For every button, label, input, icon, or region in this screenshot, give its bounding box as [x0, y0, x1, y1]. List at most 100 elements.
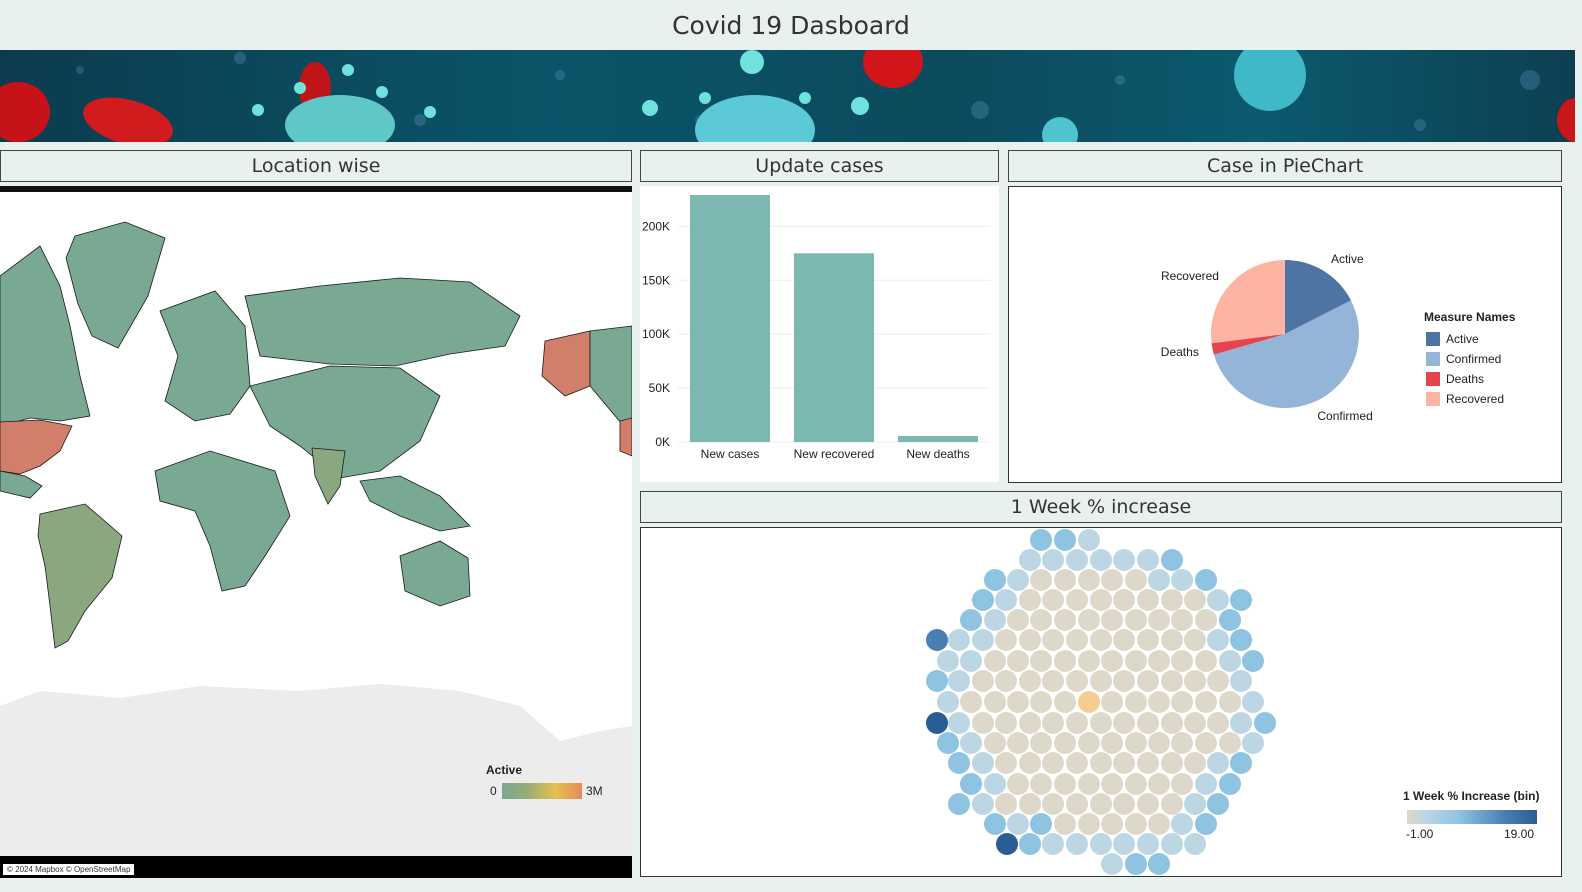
country-hex-tile[interactable]	[1219, 650, 1241, 672]
country-hex-tile[interactable]	[960, 650, 982, 672]
bar-chart[interactable]: 0K 50K 100K 150K 200K New cases New recovered N…	[640, 186, 999, 482]
country-hex-tile[interactable]	[1090, 589, 1112, 611]
country-hex-tile[interactable]	[926, 670, 948, 692]
country-hex-tile[interactable]	[1090, 629, 1112, 651]
country-hex-tile[interactable]	[1007, 732, 1029, 754]
country-hex-tile[interactable]	[1030, 691, 1052, 713]
country-hex-tile[interactable]	[1019, 629, 1041, 651]
country-hex-tile[interactable]	[1195, 691, 1217, 713]
country-hex-tile[interactable]	[1161, 833, 1183, 855]
country-hex-tile[interactable]	[1184, 629, 1206, 651]
country-hex-tile[interactable]	[1137, 589, 1159, 611]
country-hex-tile[interactable]	[1078, 691, 1100, 713]
country-hex-tile[interactable]	[937, 732, 959, 754]
country-hex-tile[interactable]	[1125, 650, 1147, 672]
country-hex-tile[interactable]	[1030, 529, 1052, 551]
country-hex-tile[interactable]	[1066, 629, 1088, 651]
pie-chart[interactable]: Active Confirmed Deaths Recovered	[1009, 187, 1561, 482]
country-hex-tile[interactable]	[972, 712, 994, 734]
country-hex-tile[interactable]	[1030, 773, 1052, 795]
country-hex-tile[interactable]	[995, 752, 1017, 774]
country-hex-tile[interactable]	[1054, 529, 1076, 551]
country-hex-tile[interactable]	[1137, 670, 1159, 692]
country-hex-tile[interactable]	[1207, 752, 1229, 774]
country-hex-tile[interactable]	[1054, 813, 1076, 835]
country-hex-tile[interactable]	[1113, 549, 1135, 571]
country-hex-tile[interactable]	[1042, 589, 1064, 611]
country-hex-tile[interactable]	[1207, 589, 1229, 611]
country-hex-tile[interactable]	[1066, 712, 1088, 734]
country-hex-tile[interactable]	[1019, 752, 1041, 774]
pie-legend-item-recovered[interactable]: Recovered	[1426, 389, 1504, 409]
country-hex-tile[interactable]	[1184, 793, 1206, 815]
country-hex-tile[interactable]	[1219, 773, 1241, 795]
pie-legend-item-deaths[interactable]: Deaths	[1426, 369, 1504, 389]
country-hex-tile[interactable]	[1195, 650, 1217, 672]
country-hex-tile[interactable]	[1078, 609, 1100, 631]
country-hex-tile[interactable]	[984, 691, 1006, 713]
country-hex-tile[interactable]	[1195, 609, 1217, 631]
country-hex-tile[interactable]	[1161, 752, 1183, 774]
country-hex-tile[interactable]	[1171, 650, 1193, 672]
country-hex-tile[interactable]	[1219, 691, 1241, 713]
country-hex-tile[interactable]	[1184, 833, 1206, 855]
country-hex-tile[interactable]	[1230, 712, 1252, 734]
country-hex-tile[interactable]	[1030, 732, 1052, 754]
world-map[interactable]: Active 0 3M © 2024 Mapbox © OpenStreetMa…	[0, 186, 632, 878]
country-hex-tile[interactable]	[1090, 793, 1112, 815]
map-region-australia[interactable]	[399, 540, 471, 607]
map-region-asia[interactable]	[249, 365, 441, 479]
country-hex-tile[interactable]	[984, 732, 1006, 754]
country-hex-tile[interactable]	[1230, 629, 1252, 651]
country-hex-tile[interactable]	[1137, 793, 1159, 815]
country-hex-tile[interactable]	[1054, 773, 1076, 795]
country-hex-tile[interactable]	[995, 670, 1017, 692]
country-hex-tile[interactable]	[1184, 670, 1206, 692]
country-hex-tile[interactable]	[995, 589, 1017, 611]
country-hex-tile[interactable]	[1137, 629, 1159, 651]
country-hex-tile[interactable]	[1137, 752, 1159, 774]
country-hex-tile[interactable]	[1161, 629, 1183, 651]
country-hex-tile[interactable]	[1030, 569, 1052, 591]
map-region-greenland[interactable]	[65, 221, 166, 349]
country-hex-tile[interactable]	[937, 691, 959, 713]
country-hex-tile[interactable]	[926, 712, 948, 734]
country-hex-tile[interactable]	[1195, 569, 1217, 591]
country-hex-tile[interactable]	[1125, 609, 1147, 631]
country-hex-tile[interactable]	[1054, 609, 1076, 631]
country-hex-tile[interactable]	[1161, 793, 1183, 815]
country-hex-tile[interactable]	[1148, 609, 1170, 631]
country-hex-tile[interactable]	[1230, 670, 1252, 692]
country-hex-tile[interactable]	[1125, 773, 1147, 795]
map-region-alaska[interactable]	[541, 330, 591, 397]
bar[interactable]	[898, 436, 978, 442]
country-hex-tile[interactable]	[948, 629, 970, 651]
country-hex-tile[interactable]	[1148, 569, 1170, 591]
country-hex-tile[interactable]	[1171, 732, 1193, 754]
country-hex-tile[interactable]	[1207, 712, 1229, 734]
country-hex-tile[interactable]	[1090, 549, 1112, 571]
country-hex-tile[interactable]	[1101, 732, 1123, 754]
bar[interactable]	[690, 195, 770, 442]
country-hex-tile[interactable]	[1125, 732, 1147, 754]
country-hex-tile[interactable]	[1019, 833, 1041, 855]
map-region-mexico[interactable]	[0, 470, 43, 499]
map-region-usa[interactable]	[0, 419, 73, 475]
country-hex-tile[interactable]	[1113, 752, 1135, 774]
pie-slice-confirmed[interactable]	[1213, 300, 1359, 409]
pie-slice-active[interactable]	[1285, 260, 1351, 334]
country-hex-tile[interactable]	[972, 670, 994, 692]
country-hex-tile[interactable]	[948, 752, 970, 774]
country-hex-tile[interactable]	[972, 589, 994, 611]
country-hex-tile[interactable]	[1113, 712, 1135, 734]
country-hex-tile[interactable]	[1161, 670, 1183, 692]
hex-tile-map[interactable]	[641, 528, 1561, 876]
country-hex-tile[interactable]	[1207, 793, 1229, 815]
country-hex-tile[interactable]	[1101, 853, 1123, 875]
pie-slice-recovered[interactable]	[1211, 260, 1285, 344]
map-region-europe[interactable]	[159, 290, 251, 422]
country-hex-tile[interactable]	[1113, 589, 1135, 611]
country-hex-tile[interactable]	[995, 629, 1017, 651]
country-hex-tile[interactable]	[1066, 833, 1088, 855]
country-hex-tile[interactable]	[1078, 650, 1100, 672]
